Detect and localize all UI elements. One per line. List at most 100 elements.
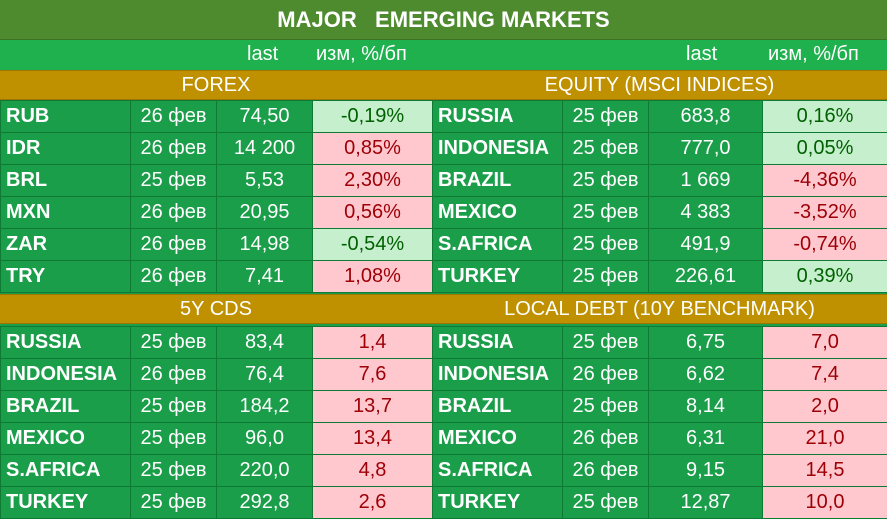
row-change-value: 21,0 bbox=[763, 423, 887, 455]
row-change-value: 14,5 bbox=[763, 455, 887, 487]
last-column-label: last bbox=[247, 43, 278, 66]
row-change-value: -0,74% bbox=[763, 229, 887, 261]
column-header-right: last изм, %/бп bbox=[432, 40, 887, 70]
row-last-value: 220,0 bbox=[217, 455, 313, 487]
row-date: 25 фев bbox=[563, 261, 649, 293]
row-date: 25 фев bbox=[131, 455, 217, 487]
row-change-value: 2,30% bbox=[313, 165, 433, 197]
row-change-value: 7,4 bbox=[763, 359, 887, 391]
row-date: 25 фев bbox=[131, 391, 217, 423]
row-date: 26 фев bbox=[131, 229, 217, 261]
row-name: BRAZIL bbox=[1, 391, 131, 423]
row-name: MEXICO bbox=[1, 423, 131, 455]
row-name: INDONESIA bbox=[1, 359, 131, 391]
row-change-value: -4,36% bbox=[763, 165, 887, 197]
row-date: 26 фев bbox=[131, 133, 217, 165]
row-change-value: -0,19% bbox=[313, 101, 433, 133]
row-last-value: 14,98 bbox=[217, 229, 313, 261]
last-column-label: last bbox=[686, 43, 717, 66]
row-name: BRAZIL bbox=[433, 391, 563, 423]
row-last-value: 12,87 bbox=[649, 487, 763, 519]
row-name: TURKEY bbox=[1, 487, 131, 519]
section-title-cds: 5Y CDS bbox=[0, 294, 432, 324]
row-name: MEXICO bbox=[433, 423, 563, 455]
row-last-value: 20,95 bbox=[217, 197, 313, 229]
row-name: ZAR bbox=[1, 229, 131, 261]
row-date: 25 фев bbox=[563, 165, 649, 197]
row-date: 26 фев bbox=[131, 261, 217, 293]
row-last-value: 6,62 bbox=[649, 359, 763, 391]
row-date: 26 фев bbox=[563, 423, 649, 455]
row-name: INDONESIA bbox=[433, 133, 563, 165]
row-date: 25 фев bbox=[563, 197, 649, 229]
row-date: 26 фев bbox=[563, 359, 649, 391]
row-last-value: 491,9 bbox=[649, 229, 763, 261]
row-last-value: 1 669 bbox=[649, 165, 763, 197]
row-last-value: 6,31 bbox=[649, 423, 763, 455]
row-last-value: 9,15 bbox=[649, 455, 763, 487]
row-change-value: 2,6 bbox=[313, 487, 433, 519]
row-last-value: 83,4 bbox=[217, 327, 313, 359]
row-change-value: 0,05% bbox=[763, 133, 887, 165]
row-last-value: 4 383 bbox=[649, 197, 763, 229]
row-date: 26 фев bbox=[131, 101, 217, 133]
row-name: TRY bbox=[1, 261, 131, 293]
row-date: 25 фев bbox=[131, 487, 217, 519]
change-column-label: изм, %/бп bbox=[316, 43, 407, 66]
section-title-forex: FOREX bbox=[0, 70, 432, 100]
row-date: 25 фев bbox=[131, 327, 217, 359]
row-last-value: 777,0 bbox=[649, 133, 763, 165]
section-title-local-debt: LOCAL DEBT (10Y BENCHMARK) bbox=[432, 294, 887, 324]
row-name: BRAZIL bbox=[433, 165, 563, 197]
row-change-value: 4,8 bbox=[313, 455, 433, 487]
row-date: 25 фев bbox=[563, 391, 649, 423]
row-change-value: 10,0 bbox=[763, 487, 887, 519]
change-column-label: изм, %/бп bbox=[768, 43, 859, 66]
row-change-value: 0,39% bbox=[763, 261, 887, 293]
row-change-value: 1,08% bbox=[313, 261, 433, 293]
row-last-value: 8,14 bbox=[649, 391, 763, 423]
row-name: RUSSIA bbox=[433, 101, 563, 133]
row-name: MEXICO bbox=[433, 197, 563, 229]
row-last-value: 7,41 bbox=[217, 261, 313, 293]
row-date: 26 фев bbox=[131, 197, 217, 229]
row-date: 26 фев bbox=[563, 455, 649, 487]
row-last-value: 226,61 bbox=[649, 261, 763, 293]
row-name: TURKEY bbox=[433, 261, 563, 293]
row-last-value: 96,0 bbox=[217, 423, 313, 455]
row-name: TURKEY bbox=[433, 487, 563, 519]
row-name: S.AFRICA bbox=[433, 455, 563, 487]
row-name: RUSSIA bbox=[433, 327, 563, 359]
row-date: 25 фев bbox=[563, 327, 649, 359]
row-change-value: 1,4 bbox=[313, 327, 433, 359]
row-date: 26 фев bbox=[131, 359, 217, 391]
row-last-value: 292,8 bbox=[217, 487, 313, 519]
row-change-value: 7,0 bbox=[763, 327, 887, 359]
row-date: 25 фев bbox=[563, 101, 649, 133]
row-name: RUSSIA bbox=[1, 327, 131, 359]
row-change-value: 0,56% bbox=[313, 197, 433, 229]
